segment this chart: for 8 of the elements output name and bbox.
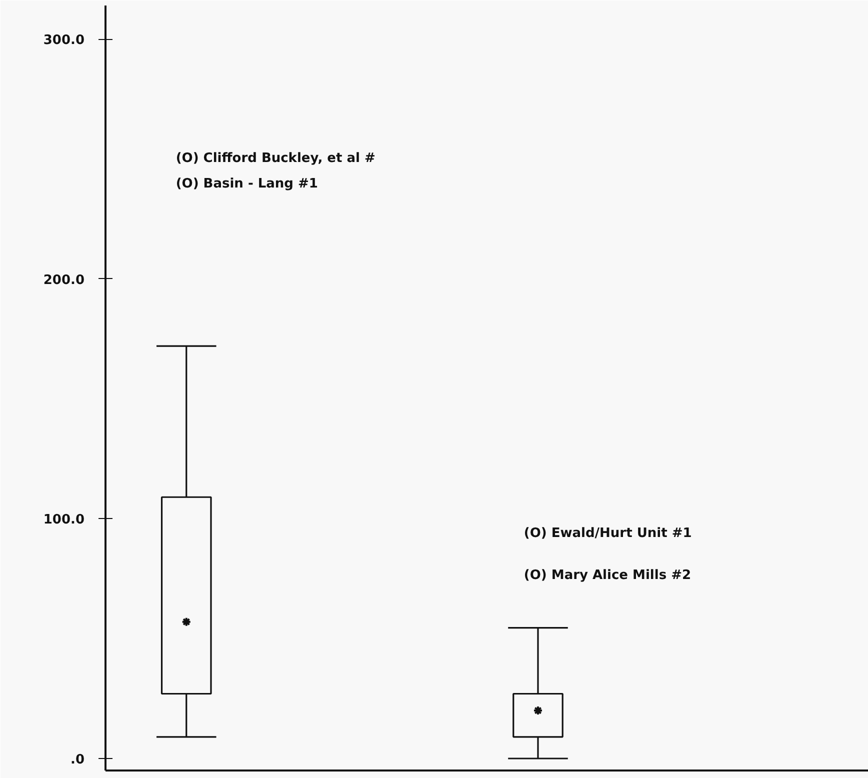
annotation: (O) Clifford Buckley, et al #: [176, 151, 376, 166]
annotation: (O) Mary Alice Mills #2: [524, 568, 692, 584]
y-tick-label: 300.0: [43, 33, 85, 48]
y-tick-label: .0: [70, 752, 84, 768]
annotation: (O) Basin - Lang #1: [176, 176, 318, 192]
y-tick-label: 200.0: [43, 272, 85, 288]
y-tick-label: 100.0: [43, 512, 85, 528]
annotation: (O) Ewald/Hurt Unit #1: [524, 526, 692, 541]
